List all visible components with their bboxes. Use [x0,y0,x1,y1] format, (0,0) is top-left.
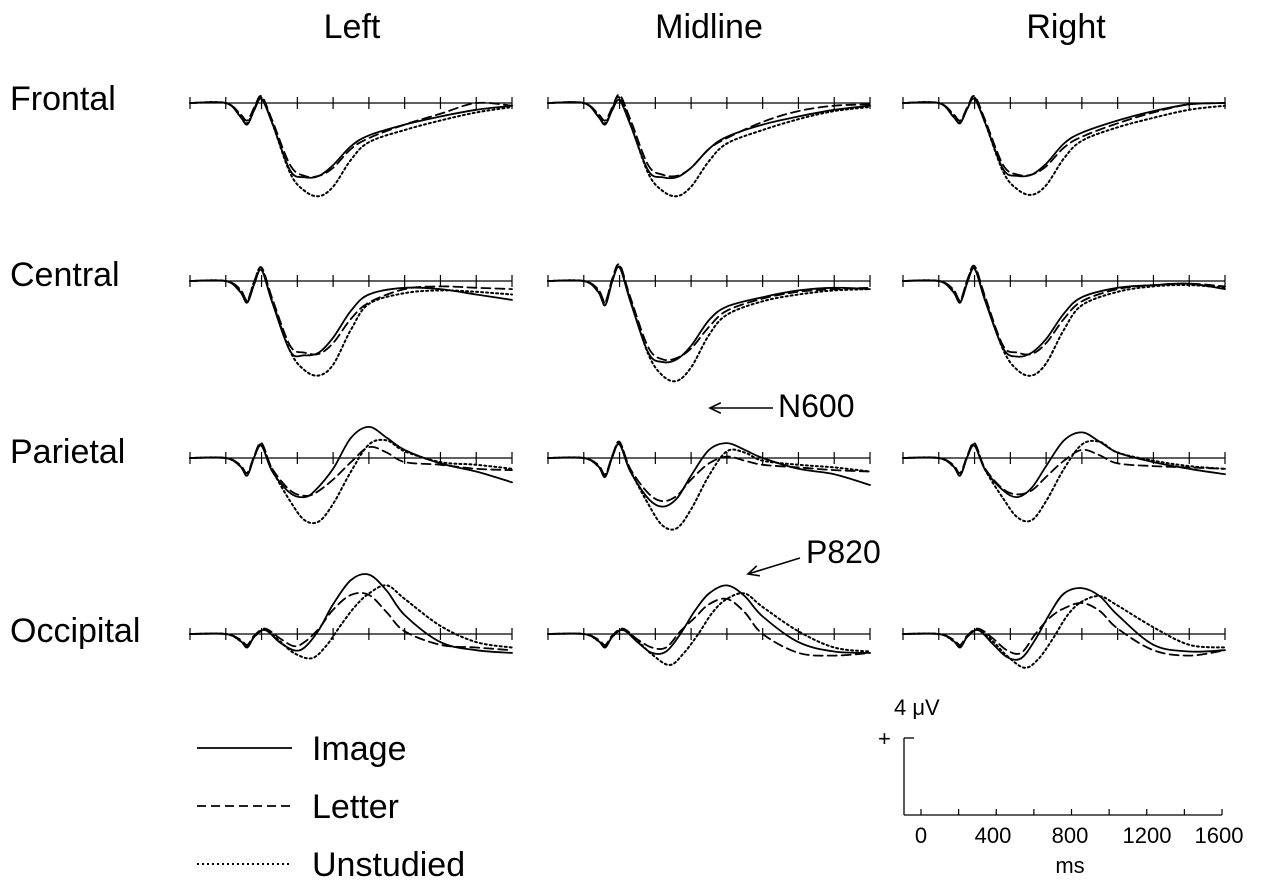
annotation-p820: P820 [806,534,881,570]
scale-tick-label-1600: 1600 [1194,823,1244,848]
legend-label-unstudied: Unstudied [312,846,466,884]
p820-arrow-shaft [747,557,801,575]
central-midline-unstudied-waveform [547,264,871,383]
occipital-right-letter-waveform [902,602,1226,657]
p820-arrow-head [746,565,760,577]
frontal-left-image-waveform [189,97,513,179]
central-left-image-waveform [189,268,513,358]
parietal-midline-letter-waveform [547,440,871,503]
scale-tick-label-800: 800 [1051,823,1089,848]
frontal-left-letter-waveform [189,95,513,178]
frontal-right-image-waveform [902,97,1226,178]
parietal-right-unstudied-waveform [902,439,1226,523]
row-title-parietal: Parietal [10,433,126,471]
parietal-right-letter-waveform [902,441,1226,496]
frontal-midline-unstudied-waveform [547,96,871,198]
frontal-right-letter-waveform [902,95,1226,177]
parietal-left-unstudied-waveform [189,438,513,525]
occipital-right-unstudied-waveform [902,595,1226,669]
scale-amplitude-label: 4 μV [894,695,940,720]
occipital-midline-unstudied-waveform [547,592,871,666]
occipital-midline-image-waveform [547,584,871,655]
n600-arrow-head [708,402,722,414]
occipital-right-image-waveform [902,587,1226,661]
central-right-unstudied-waveform [902,265,1226,377]
frontal-left-unstudied-waveform [189,96,513,198]
row-title-central: Central [10,256,120,294]
row-title-frontal: Frontal [10,80,116,118]
column-title-right: Right [1026,8,1106,46]
legend-label-letter: Letter [312,788,399,826]
scale-tick-label-1200: 1200 [1122,823,1172,848]
central-left-letter-waveform [189,266,513,356]
central-right-letter-waveform [902,264,1226,356]
central-midline-letter-waveform [547,263,871,362]
central-midline-image-waveform [547,265,871,364]
scale-polarity-sign: + [878,726,891,751]
column-title-midline: Midline [655,8,763,46]
parietal-midline-unstudied-waveform [547,441,871,531]
occipital-left-letter-waveform [189,591,513,652]
frontal-midline-letter-waveform [547,93,871,178]
legend-label-image: Image [312,730,407,768]
frontal-right-unstudied-waveform [902,96,1226,196]
scale-tick-label-400: 400 [974,823,1012,848]
parietal-left-letter-waveform [189,441,513,497]
scale-tick-label-0: 0 [914,823,928,848]
occipital-left-image-waveform [189,573,513,654]
parietal-midline-image-waveform [547,442,871,508]
occipital-midline-letter-waveform [547,597,871,657]
annotation-n600: N600 [778,388,855,424]
central-left-unstudied-waveform [189,267,513,377]
scale-unit-label: ms [1055,853,1085,878]
column-title-left: Left [323,8,381,46]
row-title-occipital: Occipital [10,612,141,650]
occipital-left-unstudied-waveform [189,584,513,660]
